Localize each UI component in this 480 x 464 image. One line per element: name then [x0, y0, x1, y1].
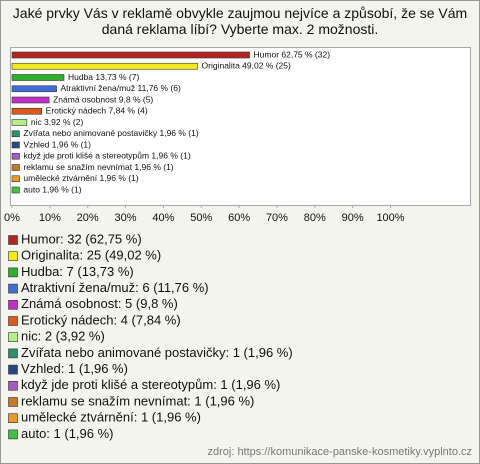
bar-label: Vzhled 1,96 % (1) — [23, 139, 91, 149]
bar — [11, 51, 250, 59]
bar — [11, 186, 20, 194]
legend-marker — [8, 364, 18, 375]
legend-marker — [8, 348, 18, 359]
bar-label: Známá osobnost 9,8 % (5) — [53, 94, 153, 104]
bar-label: Humor 62,75 % (32) — [254, 49, 331, 59]
x-tick-label: 40% — [152, 212, 174, 224]
bar-label: Hudba 13,73 % (7) — [68, 72, 140, 82]
legend-label: Známá osobnost: 5 (9,8 %) — [21, 296, 178, 311]
bar — [11, 119, 28, 126]
x-tick-label: 30% — [115, 212, 137, 224]
x-tick-label: 60% — [228, 212, 250, 224]
bar-label: auto 1,96 % (1) — [23, 184, 81, 194]
legend-label: Originalita: 25 (49,02 %) — [21, 248, 161, 263]
bar-label: Atraktivní žena/muž 11,76 % (6) — [61, 83, 181, 93]
bar — [11, 152, 20, 160]
legend-label: Erotický nádech: 4 (7,84 %) — [21, 312, 181, 327]
legend-marker — [8, 380, 18, 391]
legend-label: reklamu se snažím nevnímat: 1 (1,96 %) — [21, 393, 254, 408]
x-tick-label: 100% — [376, 212, 404, 224]
bar — [11, 175, 20, 183]
legend-label: Humor: 32 (62,75 %) — [21, 231, 142, 246]
legend-label: Hudba: 7 (13,73 %) — [21, 264, 134, 279]
x-tick-label: 90% — [342, 212, 364, 224]
bar-label: nic 3,92 % (2) — [31, 117, 84, 127]
legend-marker — [8, 332, 18, 343]
x-tick-label: 10% — [39, 212, 61, 224]
bar-label: Erotický nádech 7,84 % (4) — [46, 106, 148, 116]
bar — [11, 107, 42, 115]
x-tick-label: 20% — [77, 212, 99, 224]
bar-label: Zvířata nebo animované postavičky 1,96 %… — [23, 128, 198, 138]
x-tick-label: 50% — [190, 212, 212, 224]
legend-marker — [8, 299, 18, 310]
bar-label: reklamu se snažím nevnímat 1,96 % (1) — [23, 162, 173, 172]
bar — [11, 164, 20, 171]
bar — [11, 85, 57, 93]
bar — [11, 62, 198, 70]
legend-marker — [8, 267, 18, 278]
legend-label: Atraktivní žena/muž: 6 (11,76 %) — [21, 280, 209, 295]
legend-label: auto: 1 (1,96 %) — [21, 426, 114, 441]
legend-label: Vzhled: 1 (1,96 %) — [21, 361, 128, 376]
bar — [11, 96, 50, 104]
bar — [11, 141, 20, 149]
bar — [11, 74, 65, 81]
legend-marker — [8, 235, 18, 245]
x-tick-label: 70% — [266, 212, 288, 224]
legend-marker — [8, 251, 18, 261]
legend-marker — [8, 413, 18, 424]
legend-label: když jde proti klišé a stereotypům: 1 (1… — [21, 377, 280, 392]
chart-title: Jaké prvky Vás v reklamě obvykle zaujmou… — [12, 5, 468, 37]
source: zdroj: https://komunikace-panske-kosmeti… — [207, 446, 472, 458]
legend-marker — [8, 316, 18, 326]
bar-label: umělecké ztvárnění 1,96 % (1) — [23, 173, 138, 183]
legend-label: umělecké ztvárnění: 1 (1,96 %) — [21, 410, 201, 425]
bar-label: když jde proti klišé a stereotypům 1,96 … — [23, 151, 190, 161]
bar-label: Originalita 49,02 % (25) — [202, 61, 291, 71]
legend-marker — [8, 397, 18, 407]
x-tick-label: 80% — [304, 212, 326, 224]
x-tick-label: 0% — [4, 212, 20, 224]
plot-area — [10, 47, 471, 206]
bar — [11, 130, 20, 138]
legend-label: nic: 2 (3,92 %) — [21, 329, 105, 344]
legend-marker — [8, 283, 18, 294]
legend-label: Zvířata nebo animované postavičky: 1 (1,… — [21, 345, 293, 360]
legend-marker — [8, 429, 18, 440]
